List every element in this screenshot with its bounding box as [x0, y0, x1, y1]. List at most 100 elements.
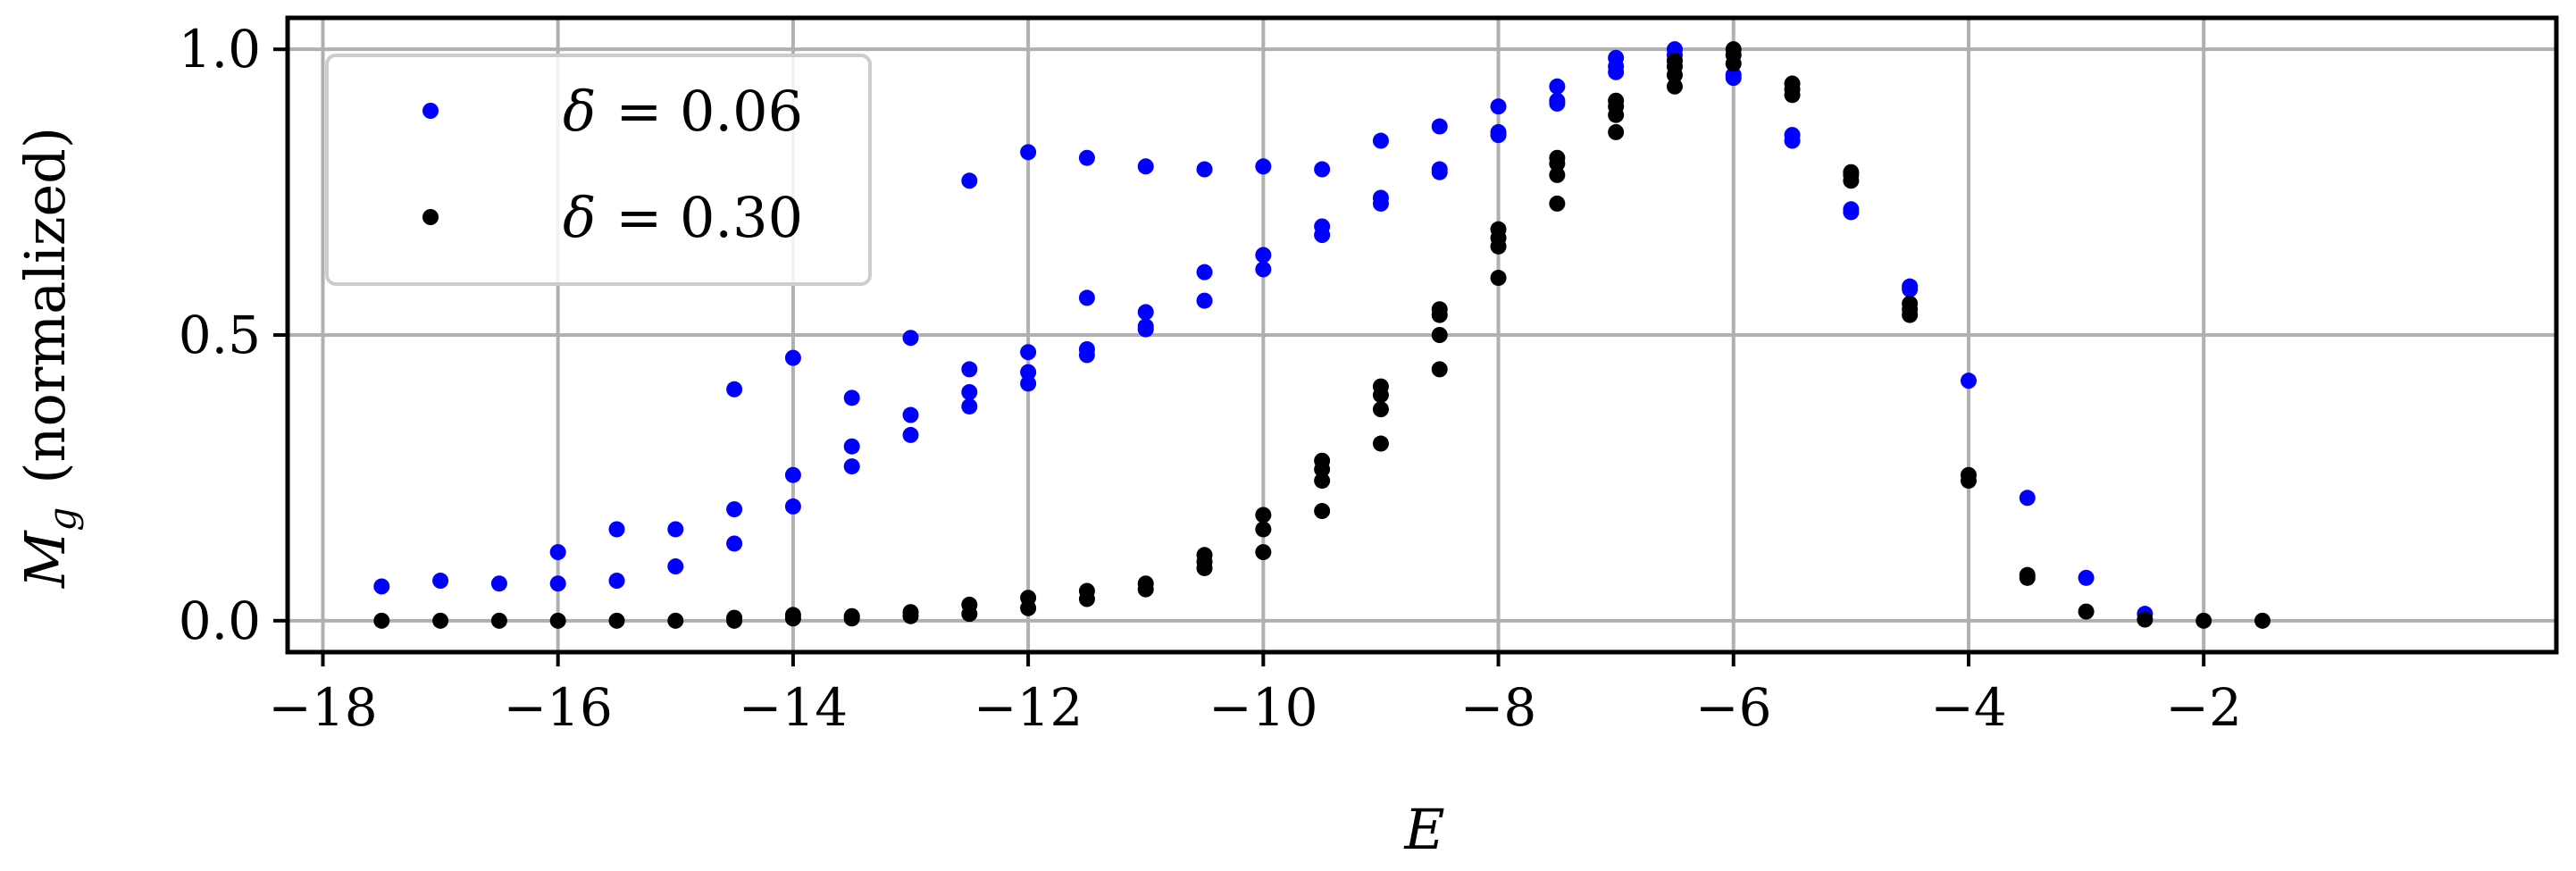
y-axis: 0.0 0.5 1.0	[179, 19, 288, 651]
data-point-series-1	[667, 558, 684, 575]
data-point-series-1	[726, 381, 743, 398]
data-point-series-1	[843, 438, 860, 455]
data-point-series-1	[1372, 195, 1389, 212]
data-point-series-1	[1725, 70, 1742, 87]
data-point-series-1	[608, 521, 625, 538]
data-point-series-2	[1960, 473, 1977, 490]
legend-symbol-series-1: δ	[563, 79, 596, 144]
data-point-series-1	[902, 426, 919, 443]
x-tick-label: −2	[2165, 677, 2242, 738]
data-point-series-2	[902, 607, 919, 624]
x-tick-label: −16	[503, 677, 612, 738]
data-point-series-2	[549, 612, 566, 629]
data-point-series-1	[1078, 289, 1095, 306]
data-point-series-2	[1549, 155, 1566, 172]
data-point-series-1	[1314, 161, 1331, 178]
data-point-series-2	[490, 612, 507, 629]
data-point-series-2	[1490, 238, 1507, 255]
data-point-series-2	[1255, 544, 1272, 561]
data-point-series-2	[2254, 612, 2271, 629]
data-point-series-1	[1078, 149, 1095, 166]
legend-box	[325, 54, 872, 286]
data-point-series-2	[1372, 387, 1389, 404]
data-point-series-2	[1020, 599, 1037, 616]
data-point-series-2	[1314, 503, 1331, 520]
data-point-series-1	[1020, 364, 1037, 381]
data-point-series-1	[902, 330, 919, 347]
y-axis-title: Mg (normalized)	[13, 127, 84, 589]
data-point-series-1	[784, 466, 801, 483]
data-point-series-1	[1314, 227, 1331, 244]
data-point-series-1	[1490, 127, 1507, 144]
data-point-series-1	[1960, 373, 1977, 389]
legend: δ = 0.06 δ = 0.30	[325, 54, 872, 286]
legend-symbol-series-2: δ	[563, 185, 596, 250]
data-point-series-2	[608, 612, 625, 629]
data-point-series-2	[1549, 166, 1566, 183]
data-point-series-2	[1431, 361, 1448, 378]
data-point-series-2	[1314, 473, 1331, 490]
data-point-series-2	[2137, 611, 2154, 628]
data-point-series-1	[549, 544, 566, 561]
legend-label-series-2: δ = 0.30	[563, 185, 803, 250]
data-point-series-1	[726, 535, 743, 552]
data-point-series-2	[432, 612, 449, 629]
data-point-series-2	[1608, 123, 1625, 140]
legend-marker-series-1	[422, 103, 439, 119]
data-point-series-1	[961, 361, 978, 378]
data-point-series-2	[667, 612, 684, 629]
data-point-series-2	[1078, 590, 1095, 607]
data-point-series-1	[1608, 63, 1625, 80]
data-point-series-1	[2019, 490, 2036, 507]
data-point-series-1	[961, 172, 978, 189]
data-point-series-1	[1196, 161, 1213, 178]
y-tick-label: 1.0	[179, 19, 261, 80]
data-point-series-1	[1843, 204, 1860, 221]
x-tick-label: −18	[268, 677, 377, 738]
data-point-series-2	[1372, 435, 1389, 452]
data-point-series-1	[373, 578, 390, 595]
data-point-series-1	[1902, 281, 1919, 297]
data-point-series-2	[1784, 87, 1801, 104]
data-point-series-2	[2195, 612, 2212, 629]
data-point-series-1	[1255, 261, 1272, 278]
data-point-series-1	[1372, 132, 1389, 149]
data-point-series-2	[843, 610, 860, 627]
x-axis-title: E	[1403, 797, 1444, 862]
data-point-series-2	[1431, 327, 1448, 343]
data-point-series-2	[1549, 195, 1566, 212]
data-point-series-1	[1137, 321, 1154, 338]
data-point-series-1	[1255, 247, 1272, 264]
data-point-series-1	[726, 501, 743, 518]
data-point-series-1	[1196, 264, 1213, 281]
legend-value-series-1: = 0.06	[615, 79, 803, 144]
data-point-series-2	[1196, 559, 1213, 576]
data-point-series-1	[1137, 304, 1154, 321]
data-point-series-1	[843, 458, 860, 475]
legend-value-series-2: = 0.30	[615, 185, 803, 250]
data-point-series-1	[667, 521, 684, 538]
data-point-series-1	[549, 575, 566, 592]
data-point-series-2	[1666, 66, 1683, 83]
data-point-series-2	[1608, 106, 1625, 123]
data-point-series-2	[726, 612, 743, 629]
y-axis-title-suffix: (normalized)	[13, 127, 78, 484]
data-point-series-2	[373, 612, 390, 629]
data-point-series-1	[608, 573, 625, 590]
data-point-series-1	[1431, 163, 1448, 180]
data-point-series-2	[961, 606, 978, 623]
data-point-series-1	[490, 575, 507, 592]
data-point-series-1	[1549, 78, 1566, 95]
data-point-series-1	[1490, 98, 1507, 115]
data-point-series-1	[1784, 132, 1801, 149]
x-tick-label: −4	[1930, 677, 2007, 738]
data-point-series-1	[1255, 158, 1272, 175]
y-tick-label: 0.5	[179, 305, 261, 365]
x-tick-label: −8	[1460, 677, 1537, 738]
data-point-series-2	[1666, 78, 1683, 95]
x-axis: −18 −16 −14 −12 −10 −8 −6 −4 −2	[268, 652, 2242, 738]
data-point-series-1	[1020, 144, 1037, 161]
data-point-series-1	[1020, 375, 1037, 392]
y-axis-title-symbol: M	[13, 530, 78, 589]
data-point-series-2	[1490, 270, 1507, 287]
